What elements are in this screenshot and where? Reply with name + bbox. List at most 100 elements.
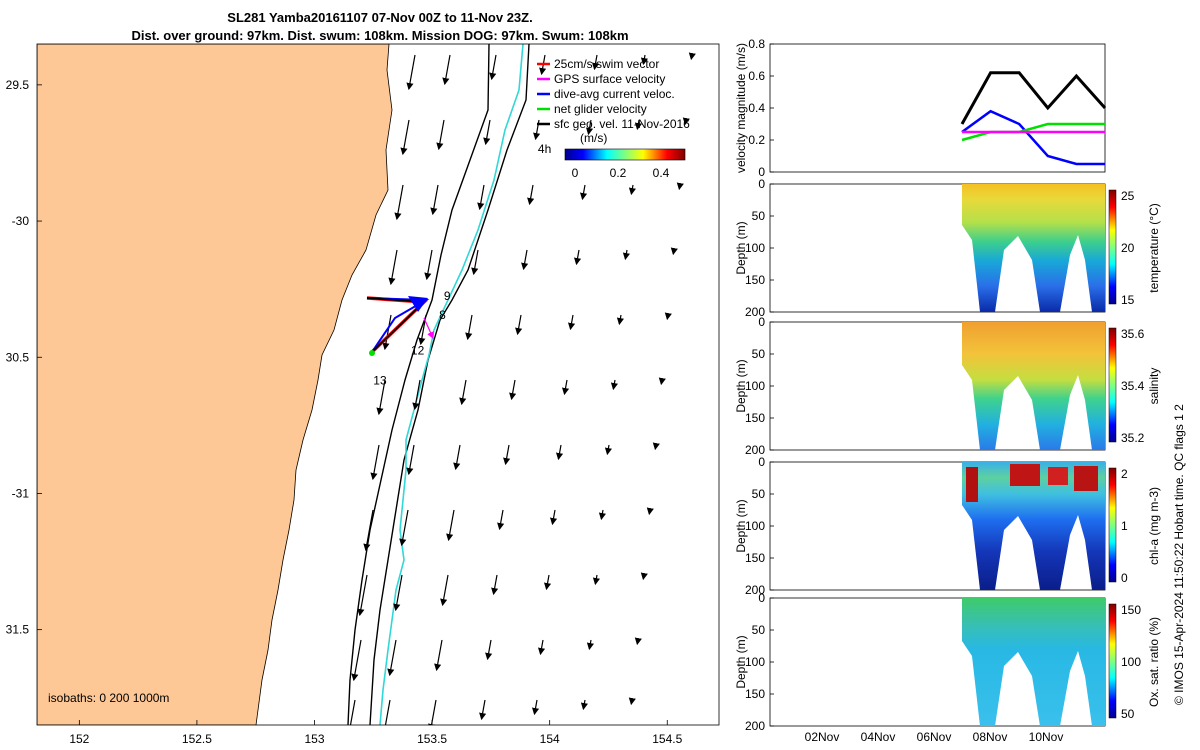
velocity-vector [598,509,606,521]
panel-ytick-label: 200 [745,443,765,457]
map-ytick-label: 29.5 [6,78,30,92]
legend-label: 25cm/s swim vector [554,57,659,71]
velocity-vector [424,249,433,281]
track-day-label: 4h [538,142,551,156]
legend-label: sfc geo. vel. 11-Nov-2016 [554,117,690,131]
colorbar-tick-label: 35.4 [1121,379,1145,393]
panel-ytick-label: 0.8 [748,37,765,51]
velocity-vector [471,249,479,276]
velocity-vector [604,444,612,456]
velocity-vector [515,314,523,336]
track-day-labels: 9 8 12 13 4h [373,142,551,388]
salinity-heatmap [769,321,1106,451]
velocity-vector [561,379,570,396]
velocity-vector [586,639,594,651]
velocity-vector [521,249,529,271]
velocity-vector [440,574,449,607]
colorbar-tick-label: 1 [1121,519,1128,533]
velocity-vector [567,314,576,331]
panel-ytick-label: 50 [752,623,766,637]
velocity-vector [509,379,517,401]
track-day-label: 8 [439,308,446,322]
temperature-heatmap [769,183,1106,313]
legend-label: net glider velocity [554,102,647,116]
velocity-vector [682,117,690,126]
colorbar-tick-label: 50 [1121,707,1135,721]
colorbar-tick-label: 2 [1121,467,1128,481]
velocity-vector [555,444,564,461]
velocity-vector [376,379,386,416]
velocity-vector [384,699,391,725]
velocity-vector [351,639,362,682]
colorbar-label: chl-a (mg m-3) [1147,487,1161,565]
map-frame [36,43,720,726]
velocity-vector [634,637,642,646]
velocity-vector [664,312,672,321]
velocity-vector [497,509,505,531]
panel-ytick-label: 0.6 [748,69,765,83]
colorbar-label: salinity [1147,368,1161,405]
panel-ytick-label: 0 [758,165,765,179]
velocity-vector [349,699,356,725]
isobath-label: isobaths: 0 200 1000m [48,691,169,705]
velocity-vector [399,509,409,547]
velocity-vector [400,119,410,156]
panel-ytick-label: 0 [758,177,765,191]
map-xtick-label: 153.5 [417,732,447,746]
panel-ytick-label: 200 [745,583,765,597]
track-day-label: 9 [444,289,451,303]
velocity-vector [370,444,380,481]
land-mass [37,44,393,725]
colorbar-tick-label: 20 [1121,241,1135,255]
panel-ytick-label: 100 [745,519,765,533]
panel-ytick-label: 100 [745,655,765,669]
colorbar-tick-label: 35.2 [1121,431,1145,445]
velocity-vector [363,509,374,552]
credit-text: © IMOS 15-Apr-2024 11:50:22 Hobart time.… [1172,404,1186,705]
velocity-vector [465,314,473,341]
velocity-vector [428,699,437,725]
velocity-vector [580,699,588,711]
panel-ytick-label: 150 [745,273,765,287]
velocity-vector [622,249,630,261]
colorbar-tick-label: 0 [572,166,579,180]
velocity-vector [543,574,552,591]
velocity-vector [634,119,642,131]
velocity-vector [382,314,392,351]
velocity-series-line [961,109,1105,166]
velocity-vector [670,247,678,256]
colorbar-tick-label: 150 [1121,603,1141,617]
velocity-vector [658,377,666,386]
panel-ytick-label: 0.4 [748,101,765,115]
salinity-colorbar [1108,327,1117,443]
chla-heatmap [769,461,1106,591]
velocity-vector [387,639,397,677]
velocity-vector [585,119,594,136]
colorbar-label: temperature (°C) [1147,203,1161,293]
panel-ytick-label: 50 [752,347,766,361]
legend-label: dive-avg current veloc. [554,87,675,101]
velocity-vector [646,507,654,516]
velocity-vector-field [349,52,696,725]
velocity-vector [676,182,684,191]
panel-ytick-label: 0 [758,455,765,469]
velocity-series-line [961,122,1105,142]
velocity-vector [527,184,535,206]
colorbar-tick-label: 25 [1121,189,1135,203]
velocity-vector [573,249,582,266]
velocity-vector [393,574,403,612]
map-xtick-label: 153 [304,732,324,746]
panel-ytick-label: 50 [752,209,766,223]
velocity-vector [442,54,451,86]
velocity-vector [412,379,421,411]
velocity-vector [394,184,404,221]
title-line-1: SL281 Yamba20161107 07-Nov 00Z to 11-Nov… [227,10,533,25]
track-day-label: 13 [373,374,387,388]
velocity-vector [406,444,415,476]
velocity-vector [434,639,443,672]
colorbar-tick-label: 100 [1121,655,1141,669]
chla-colorbar [1108,467,1117,583]
